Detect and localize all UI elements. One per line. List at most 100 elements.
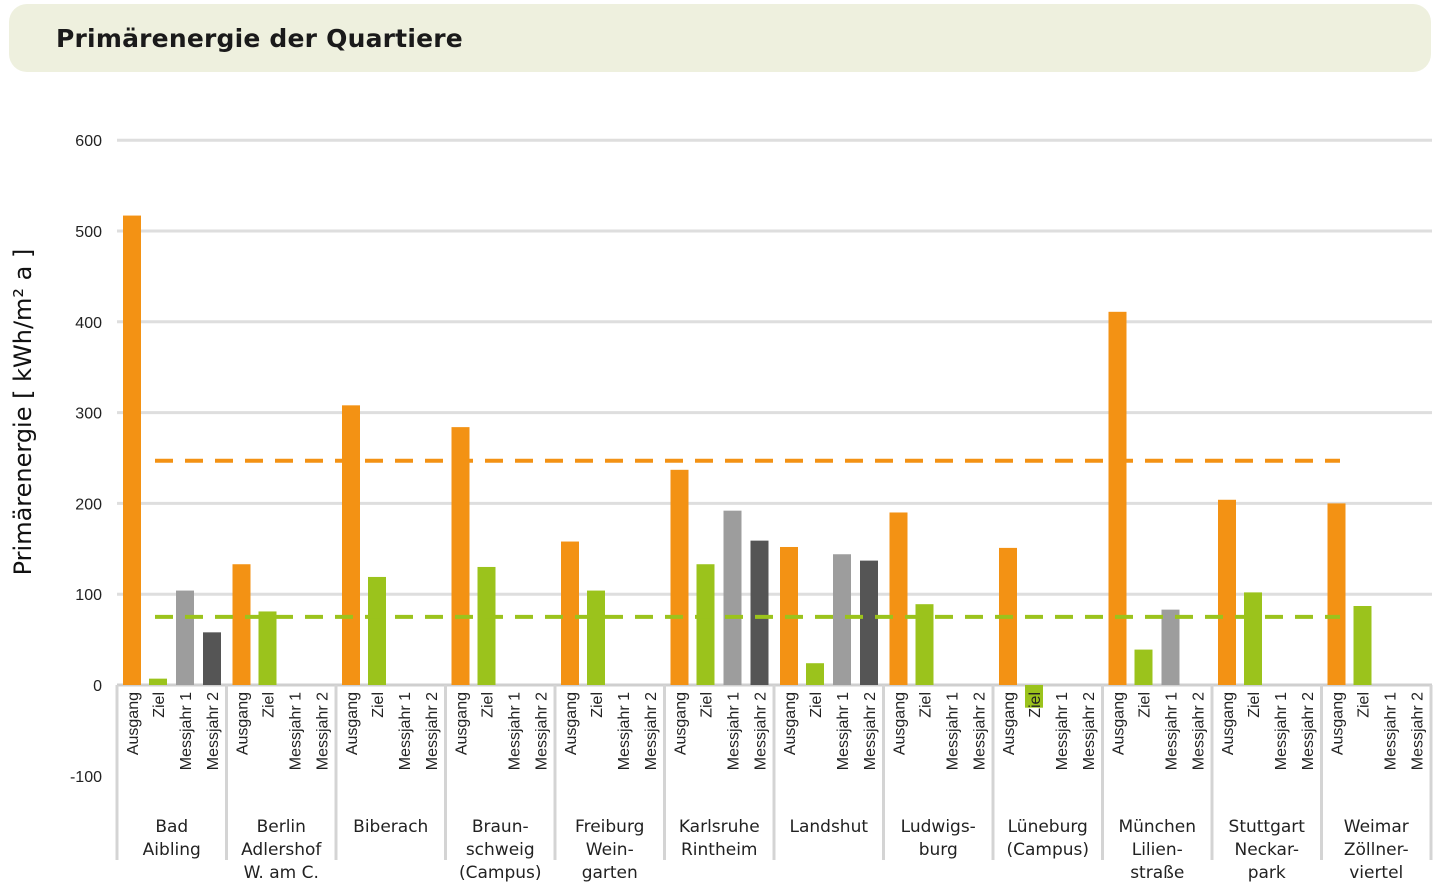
bar [1134,649,1153,685]
series-tick-label: Messjahr 1 [1054,692,1071,770]
series-tick-label: Messjahr 1 [1383,692,1400,770]
bar [368,576,386,685]
series-tick-label: Ziel [918,692,935,718]
bar [149,678,167,685]
series-tick-label: Messjahr 1 [1164,692,1181,770]
bar [1025,685,1043,708]
series-tick-label: Messjahr 2 [1081,692,1098,770]
series-tick-label: Messjahr 2 [315,692,332,770]
series-tick-label: Messjahr 1 [726,692,743,770]
series-tick-label: Ausgang [1001,692,1018,755]
bar [860,560,878,685]
series-tick-label: Messjahr 2 [534,692,551,770]
bar [477,566,496,685]
series-tick-label: Ziel [480,692,497,718]
category-label: Zöllner- [1344,840,1409,860]
bar [915,604,934,685]
category-label: park [1248,863,1286,883]
bar [451,427,470,685]
bar [203,632,221,685]
bar [176,590,194,685]
series-tick-label: Ausgang [344,692,361,755]
category-label: Bad [155,817,188,837]
y-tick-label: 300 [75,406,102,423]
series-tick-label: Ausgang [1330,692,1347,755]
series-tick-label: Messjahr 2 [972,692,989,770]
series-tick-label: Ziel [589,692,606,718]
series-tick-label: Ausgang [454,692,471,755]
bar [696,564,715,685]
bar [123,215,141,685]
category-label: Lilien- [1132,840,1183,860]
series-tick-label: Ausgang [1111,692,1128,755]
bar [723,510,742,685]
category-label: viertel [1349,863,1403,883]
series-tick-label: Messjahr 2 [753,692,770,770]
series-tick-label: Ziel [699,692,716,718]
y-tick-label: 500 [75,224,102,241]
series-tick-label: Ziel [370,692,387,718]
series-tick-label: Ausgang [782,692,799,755]
series-tick-label: Messjahr 1 [288,692,305,770]
category-label: straße [1130,863,1184,883]
series-tick-label: Ziel [808,692,825,718]
category-label: München [1118,817,1196,837]
y-tick-label: 100 [75,587,102,604]
bar [561,541,579,685]
series-tick-label: Ausgang [125,692,142,755]
bar [806,663,824,685]
series-tick-label: Messjahr 2 [424,692,441,770]
category-label: Karlsruhe [679,817,760,837]
series-tick-label: Messjahr 1 [397,692,414,770]
series-tick-label: Messjahr 2 [205,692,222,770]
category-label: Stuttgart [1229,817,1306,837]
series-tick-label: Messjahr 2 [1191,692,1208,770]
category-label: (Campus) [459,863,542,883]
series-tick-label: Ausgang [892,692,909,755]
category-label: burg [919,840,958,860]
y-tick-label: 400 [75,315,102,332]
series-tick-label: Ausgang [673,692,690,755]
series-tick-label: Messjahr 1 [1273,692,1290,770]
bar [1244,592,1262,685]
y-tick-label: 200 [75,496,102,513]
series-tick-label: Ziel [1137,692,1154,718]
chart-title: Primärenergie der Quartiere [56,24,463,53]
category-label: Aibling [143,840,201,860]
series-tick-label: Messjahr 2 [1410,692,1427,770]
series-tick-label: Ziel [151,692,168,718]
category-label: Braun- [472,817,529,837]
title-bar: Primärenergie der Quartiere [9,4,1431,72]
bar [1327,503,1346,685]
series-tick-label: Messjahr 2 [862,692,879,770]
series-tick-label: Ausgang [1220,692,1237,755]
category-label: schweig [466,840,535,860]
category-label: Lüneburg [1008,817,1088,837]
bar [889,512,908,685]
bar [258,611,277,685]
category-label: Berlin [257,817,306,837]
bar [587,590,605,685]
category-label: Ludwigs- [901,817,976,837]
y-tick-label: 0 [93,678,102,695]
bar [1108,311,1127,685]
category-label: Biberach [353,817,428,837]
series-tick-label: Ziel [261,692,278,718]
bar [1218,499,1236,685]
category-label: Rintheim [681,840,758,860]
bar [232,564,251,685]
series-tick-label: Ausgang [235,692,252,755]
series-tick-label: Ziel [1027,692,1044,718]
bar [342,405,360,685]
bar [1161,609,1180,685]
category-label: Weimar [1344,817,1409,837]
series-tick-label: Ziel [1246,692,1263,718]
series-tick-label: Messjahr 1 [507,692,524,770]
category-label: (Campus) [1006,840,1089,860]
series-tick-label: Ausgang [563,692,580,755]
series-tick-label: Messjahr 1 [835,692,852,770]
bar [670,469,689,685]
series-tick-label: Messjahr 1 [178,692,195,770]
category-label: garten [582,863,638,883]
